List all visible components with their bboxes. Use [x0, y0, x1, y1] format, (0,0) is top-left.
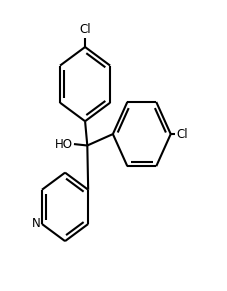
Text: Cl: Cl [79, 23, 91, 36]
Text: N: N [31, 217, 40, 230]
Text: Cl: Cl [175, 127, 187, 141]
Text: HO: HO [55, 138, 73, 150]
